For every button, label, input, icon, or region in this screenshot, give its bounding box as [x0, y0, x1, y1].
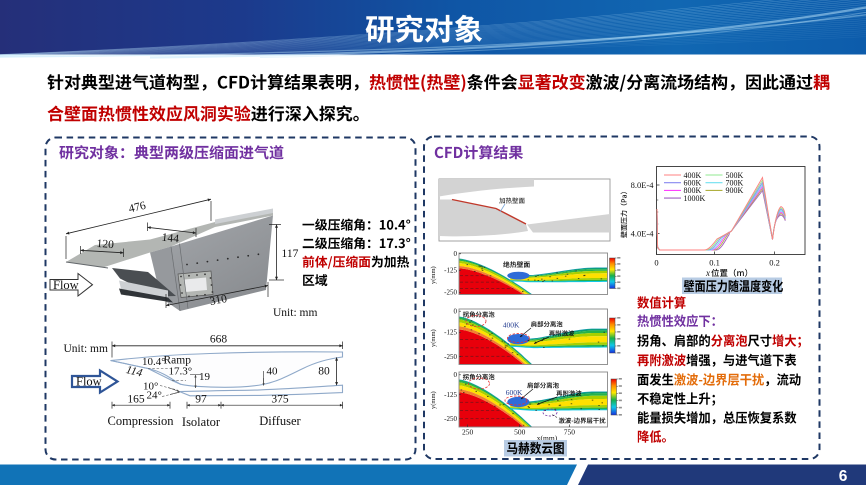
svg-text:600K: 600K [684, 179, 702, 188]
svg-text:Unit: mm: Unit: mm [64, 343, 108, 355]
svg-text:80: 80 [318, 366, 330, 378]
svg-text:-125: -125 [444, 391, 457, 399]
svg-text:40: 40 [267, 366, 279, 378]
svg-text:0: 0 [454, 308, 458, 316]
svg-text:-125: -125 [444, 267, 457, 275]
svg-text:6: 6 [839, 468, 848, 485]
svg-text:97: 97 [195, 394, 207, 406]
svg-text:x(mm): x(mm) [537, 434, 558, 443]
svg-text:Compression: Compression [108, 414, 175, 428]
svg-text:114: 114 [125, 364, 144, 380]
svg-text:4.0E-4: 4.0E-4 [631, 229, 655, 239]
svg-text:700K: 700K [726, 179, 744, 188]
svg-text:600K: 600K [506, 388, 523, 397]
svg-text:-125: -125 [444, 329, 457, 337]
svg-text:-250: -250 [444, 415, 457, 423]
svg-text:0.2: 0.2 [769, 258, 780, 268]
svg-text:Flow: Flow [53, 278, 79, 292]
svg-text:476: 476 [128, 200, 148, 216]
svg-text:24°: 24° [147, 390, 162, 402]
svg-text:Flow: Flow [76, 375, 102, 389]
svg-text:750: 750 [564, 428, 576, 437]
svg-text:0.1: 0.1 [709, 258, 720, 268]
svg-text:Ramp: Ramp [164, 355, 192, 367]
svg-text:19: 19 [199, 371, 211, 383]
svg-text:Diffuser: Diffuser [259, 414, 301, 428]
svg-text:Unit: mm: Unit: mm [273, 307, 317, 319]
svg-text:500: 500 [514, 428, 526, 437]
svg-text:144: 144 [161, 232, 180, 246]
svg-text:x: x [705, 268, 710, 278]
svg-text:900K: 900K [726, 186, 744, 195]
svg-text:0: 0 [454, 250, 458, 258]
svg-text:117: 117 [282, 248, 299, 260]
svg-text:500K: 500K [726, 171, 744, 180]
svg-text:165: 165 [127, 394, 145, 406]
svg-text:250: 250 [462, 428, 474, 437]
svg-text:800K: 800K [684, 186, 702, 195]
svg-text:400K: 400K [503, 321, 520, 330]
svg-text:668: 668 [210, 334, 228, 346]
svg-text:y(mm): y(mm) [430, 391, 437, 409]
svg-text:-250: -250 [444, 353, 457, 361]
svg-text:0: 0 [654, 258, 658, 268]
svg-text:8.0E-4: 8.0E-4 [631, 180, 655, 190]
svg-text:y(mm): y(mm) [430, 266, 437, 284]
svg-text:Isolator: Isolator [182, 415, 221, 429]
svg-text:10°: 10° [143, 381, 158, 393]
svg-text:y(mm): y(mm) [430, 329, 437, 347]
svg-text:0: 0 [454, 371, 458, 379]
svg-text:17.3°: 17.3° [169, 366, 193, 378]
svg-text:-250: -250 [444, 289, 457, 297]
svg-text:310: 310 [209, 293, 228, 308]
svg-text:1000K: 1000K [684, 194, 706, 203]
svg-text:400K: 400K [684, 171, 702, 180]
svg-text:120: 120 [96, 238, 114, 251]
svg-text:375: 375 [271, 394, 289, 406]
svg-text:10.4°: 10.4° [142, 356, 166, 368]
